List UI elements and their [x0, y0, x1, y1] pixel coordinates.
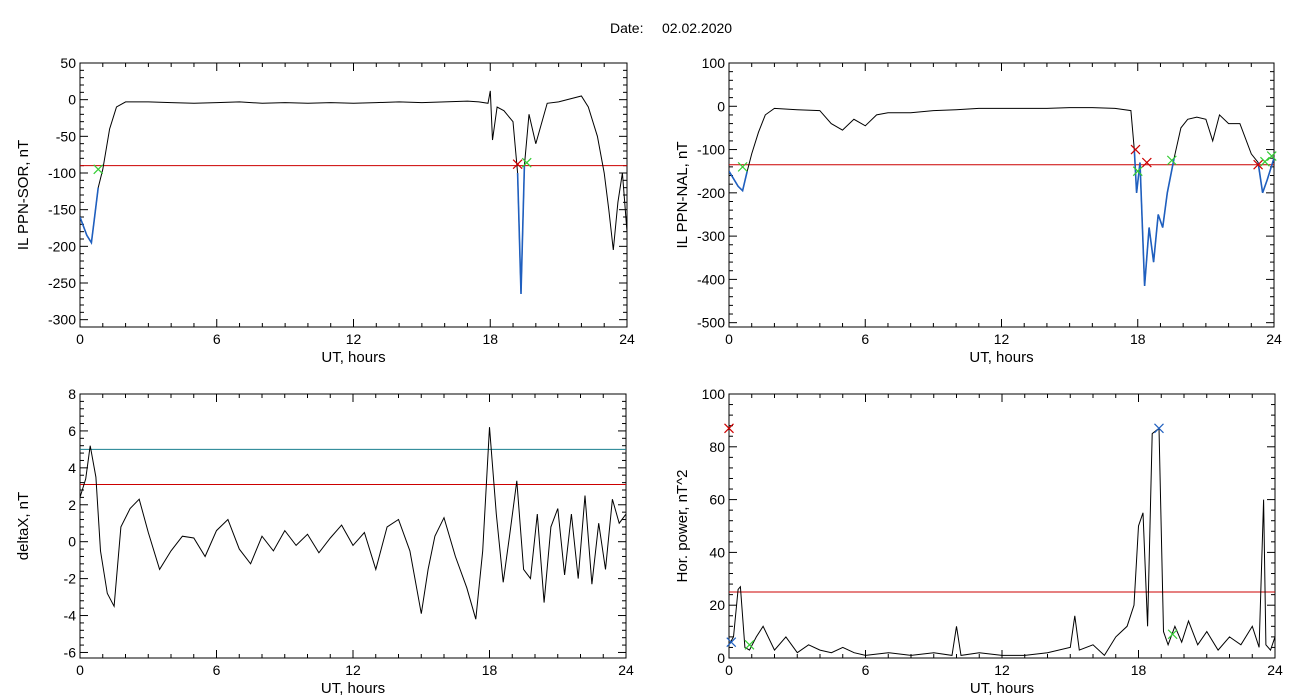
panel-2-marker [1266, 151, 1277, 161]
panel-4-ytick-label: 20 [709, 597, 725, 613]
panel-4-marker [724, 423, 734, 434]
panel-2-series-line [729, 107, 1274, 286]
panel-2-xtick-label: 18 [1130, 331, 1146, 347]
panel-3-frame [79, 393, 627, 659]
panel-2-marker [1253, 159, 1264, 170]
panel-3-xtick-label: 18 [482, 662, 498, 678]
panel-1-ytick-label: -250 [48, 275, 76, 291]
panel-4-marker [1167, 629, 1178, 640]
panel-4-xtick-label: 12 [994, 662, 1010, 678]
panel-4-ytick-label: 40 [709, 544, 725, 560]
panel-3-plot-area [80, 427, 626, 620]
panel-3-ytick-label: 2 [68, 497, 76, 513]
panel-1: 0 6 12 18 24 50 0 -50 -100 -150 -200 -250 -300 UT, ho… [15, 55, 635, 366]
panel-4-frame [728, 393, 1276, 659]
panel-4-series-line [729, 427, 1275, 657]
panel-2-marker [1141, 157, 1152, 168]
panel-1-marker [512, 159, 523, 170]
panel-4-xtick-label: 6 [862, 662, 870, 678]
panel-3-ytick-label: -6 [64, 644, 77, 660]
panel-4: 0 6 12 18 24 100 80 60 40 20 0 UT, hours Hor. power,… [674, 386, 1283, 697]
panel-2-xlabel: UT, hours [969, 349, 1033, 366]
panel-2-frame [728, 62, 1275, 328]
panel-4-marker [744, 639, 755, 650]
date-label: Date: [610, 20, 643, 36]
panel-2-highlight-segment [1257, 157, 1274, 194]
panel-4-xtick-label: 18 [1131, 662, 1147, 678]
panel-4-xtick-label: 0 [725, 662, 733, 678]
panel-2-ytick-label: -400 [697, 271, 725, 287]
panel-3: 0 6 12 18 24 8 6 4 2 0 -2 -4 -6 UT, hours deltaX, nT [15, 386, 634, 697]
panel-2-marker [1259, 156, 1270, 167]
panel-1-highlight-segment [516, 165, 526, 295]
panel-1-xtick-label: 24 [619, 331, 635, 347]
panel-3-series-line [80, 427, 626, 620]
panel-4-ytick-label: 80 [709, 439, 725, 455]
panel-4-xtick-label: 24 [1267, 662, 1283, 678]
panel-1-series-line [80, 90, 627, 295]
panel-3-ytick-label: 6 [68, 423, 76, 439]
panel-2-marker [737, 161, 748, 172]
panel-4-ytick-label: 100 [702, 386, 726, 402]
panel-1-xtick-label: 18 [482, 331, 498, 347]
panel-1-ytick-label: -200 [48, 238, 76, 254]
panel-2-xtick-label: 12 [994, 331, 1010, 347]
panel-1-xtick-label: 6 [213, 331, 221, 347]
panel-1-ytick-label: -100 [48, 165, 76, 181]
panel-1-plot-area [80, 90, 627, 295]
panel-2-ytick-label: -200 [697, 185, 725, 201]
panel-2-marker [1166, 155, 1177, 166]
panel-3-xtick-label: 6 [213, 662, 221, 678]
panel-2-xtick-label: 6 [861, 331, 869, 347]
panel-4-marker [726, 637, 737, 648]
panel-1-ytick-label: -50 [56, 128, 76, 144]
panel-3-ytick-label: -4 [64, 608, 77, 624]
panel-1-ytick-label: -150 [48, 202, 76, 218]
panel-4-marker [1154, 423, 1164, 434]
panel-2-ytick-label: 0 [717, 98, 725, 114]
panel-1-marker [521, 157, 532, 168]
panel-3-ytick-label: -2 [64, 571, 77, 587]
panel-3-ytick-label: 0 [68, 534, 76, 550]
panel-2-highlight-segment [729, 170, 748, 193]
panel-1-ytick-label: 0 [68, 92, 76, 108]
panel-4-plot-area [729, 427, 1275, 657]
panel-3-xtick-label: 24 [618, 662, 634, 678]
panel-4-xlabel: UT, hours [970, 680, 1034, 697]
panel-3-ytick-label: 4 [68, 460, 76, 476]
panel-4-ytick-label: 0 [717, 650, 725, 666]
panel-2-ytick-label: -500 [697, 315, 725, 331]
panel-2-plot-area [729, 107, 1274, 286]
panel-1-xlabel: UT, hours [321, 349, 385, 366]
panel-4-ytick-label: 60 [709, 492, 725, 508]
panel-2-xtick-label: 0 [725, 331, 733, 347]
panel-2-ytick-label: 100 [702, 55, 726, 71]
panel-1-ytick-label: -300 [48, 312, 76, 328]
panel-2-xtick-label: 24 [1266, 331, 1282, 347]
panel-2-ytick-label: -300 [697, 228, 725, 244]
panel-2-marker [1132, 166, 1143, 177]
panel-3-ylabel: deltaX, nT [15, 492, 32, 560]
panel-3-ytick-label: 8 [68, 386, 76, 402]
panel-1-highlight-segment [80, 187, 99, 246]
panel-2-ylabel: IL PPN-NAL, nT [674, 142, 691, 249]
panel-3-xtick-label: 0 [76, 662, 84, 678]
panel-4-ylabel: Hor. power, nT^2 [674, 470, 691, 583]
panel-2-ytick-label: -100 [697, 142, 725, 158]
panel-1-ytick-label: 50 [60, 55, 76, 71]
panel-2: 0 6 12 18 24 100 0 -100 -200 -300 -400 -500 UT, hour… [674, 55, 1282, 366]
panel-2-marker [1130, 144, 1141, 155]
panel-1-marker [93, 164, 104, 175]
panel-3-xtick-label: 12 [345, 662, 361, 678]
panel-2-highlight-segment [1133, 149, 1175, 286]
panel-1-xtick-label: 0 [76, 331, 84, 347]
panel-3-xlabel: UT, hours [321, 680, 385, 697]
date-value: 02.02.2020 [662, 20, 732, 36]
panel-1-ylabel: IL PPN-SOR, nT [15, 140, 32, 250]
panel-1-xtick-label: 12 [346, 331, 362, 347]
